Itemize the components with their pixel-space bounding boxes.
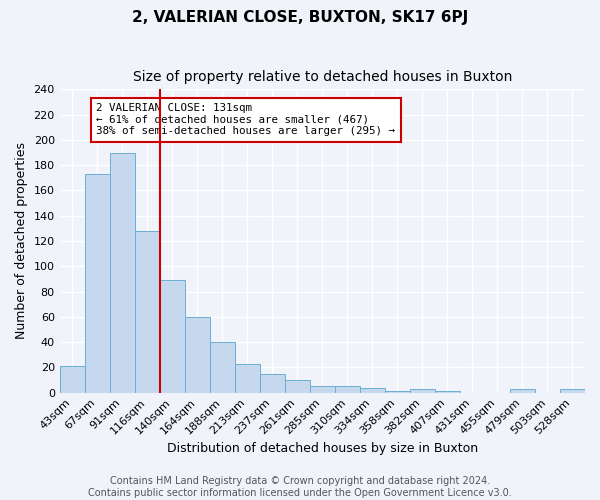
Bar: [110, 152, 135, 392]
Bar: [360, 388, 385, 392]
Bar: [160, 280, 185, 392]
Bar: [510, 389, 535, 392]
Bar: [135, 231, 160, 392]
Bar: [260, 374, 285, 392]
Text: Contains HM Land Registry data © Crown copyright and database right 2024.
Contai: Contains HM Land Registry data © Crown c…: [88, 476, 512, 498]
Bar: [210, 342, 235, 392]
Bar: [560, 389, 585, 392]
Bar: [85, 174, 110, 392]
Bar: [285, 380, 310, 392]
Bar: [310, 386, 335, 392]
Title: Size of property relative to detached houses in Buxton: Size of property relative to detached ho…: [133, 70, 512, 84]
Text: 2 VALERIAN CLOSE: 131sqm
← 61% of detached houses are smaller (467)
38% of semi-: 2 VALERIAN CLOSE: 131sqm ← 61% of detach…: [97, 103, 395, 136]
Bar: [410, 389, 435, 392]
Bar: [59, 366, 85, 392]
X-axis label: Distribution of detached houses by size in Buxton: Distribution of detached houses by size …: [167, 442, 478, 455]
Bar: [235, 364, 260, 392]
Text: 2, VALERIAN CLOSE, BUXTON, SK17 6PJ: 2, VALERIAN CLOSE, BUXTON, SK17 6PJ: [132, 10, 468, 25]
Bar: [335, 386, 360, 392]
Bar: [185, 317, 210, 392]
Y-axis label: Number of detached properties: Number of detached properties: [15, 142, 28, 340]
